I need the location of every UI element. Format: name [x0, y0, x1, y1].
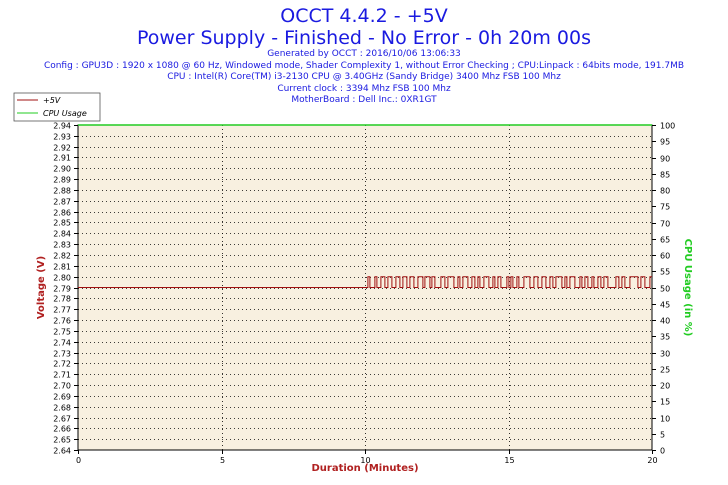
y-tick-label-left: 2.75	[53, 328, 71, 337]
y-tick-label-left: 2.85	[53, 219, 71, 228]
y-tick-label-right: 0	[660, 447, 665, 456]
clock-line: Current clock : 3394 Mhz FSB 100 Mhz	[277, 83, 451, 94]
x-tick-label: 15	[504, 456, 514, 465]
y-tick-label-left: 2.69	[53, 393, 71, 402]
y-tick-label-left: 2.77	[53, 306, 71, 315]
y-tick-label-right: 30	[660, 350, 670, 359]
y-tick-label-left: 2.83	[53, 241, 71, 250]
y-tick-label-right: 55	[660, 268, 670, 277]
y-tick-label-left: 2.71	[53, 371, 71, 380]
y-tick-label-right: 60	[660, 252, 670, 261]
y-axis-label-left: Voltage (V)	[36, 256, 47, 319]
y-tick-label-left: 2.79	[53, 285, 71, 294]
legend-box	[13, 92, 101, 122]
y-tick-label-left: 2.88	[53, 187, 71, 196]
y-tick-label-left: 2.78	[53, 295, 71, 304]
y-tick-label-left: 2.64	[53, 447, 71, 456]
y-tick-label-left: 2.90	[53, 165, 71, 174]
y-tick-label-right: 65	[660, 236, 670, 245]
y-tick-label-left: 2.84	[53, 230, 71, 239]
y-tick-label-left: 2.74	[53, 339, 71, 348]
cpu-line: CPU : Intel(R) Core(TM) i3-2130 CPU @ 3.…	[167, 72, 561, 82]
x-tick-label: 5	[220, 456, 225, 465]
y-axis-label-right: CPU Usage (in %)	[682, 239, 693, 337]
x-tick-label: 0	[76, 456, 81, 465]
chart-subtitle: Power Supply - Finished - No Error - 0h …	[136, 27, 592, 49]
y-tick-label-right: 70	[660, 220, 670, 229]
y-tick-label-left: 2.73	[53, 350, 71, 359]
y-tick-label-right: 50	[660, 285, 670, 294]
x-tick-label: 20	[647, 456, 657, 465]
y-tick-label-left: 2.94	[53, 122, 71, 131]
chart-title: OCCT 4.4.2 - +5V	[280, 5, 448, 27]
y-tick-label-left: 2.72	[53, 360, 71, 369]
chart-header: OCCT 4.4.2 - +5V Power Supply - Finished…	[0, 0, 728, 107]
y-tick-label-left: 2.65	[53, 436, 71, 445]
y-tick-label-right: 25	[660, 366, 670, 375]
y-tick-label-right: 75	[660, 203, 670, 212]
y-tick-label-right: 10	[660, 415, 670, 424]
y-tick-label-right: 40	[660, 317, 670, 326]
y-tick-label-right: 85	[660, 171, 670, 180]
y-tick-label-right: 90	[660, 155, 670, 164]
y-tick-label-left: 2.93	[53, 133, 71, 142]
y-tick-label-right: 35	[660, 333, 670, 342]
legend-label-cpu: CPU Usage	[43, 109, 87, 118]
series-5v	[78, 276, 652, 288]
legend: +5V CPU Usage	[13, 92, 101, 122]
y-tick-label-left: 2.80	[53, 274, 71, 283]
x-axis-label: Duration (Minutes)	[311, 463, 418, 474]
y-tick-label-right: 45	[660, 301, 670, 310]
y-tick-label-left: 2.91	[53, 154, 71, 163]
y-tick-label-left: 2.87	[53, 198, 71, 207]
y-tick-label-left: 2.81	[53, 263, 71, 272]
config-line: Config : GPU3D : 1920 x 1080 @ 60 Hz, Wi…	[43, 60, 685, 71]
series-5v-line	[78, 276, 652, 288]
y-tick-label-left: 2.67	[53, 415, 71, 424]
y-tick-label-right: 5	[660, 431, 665, 440]
y-tick-label-left: 2.70	[53, 382, 71, 391]
y-tick-label-left: 2.86	[53, 209, 71, 218]
y-tick-label-right: 20	[660, 382, 670, 391]
y-tick-label-left: 2.89	[53, 176, 71, 185]
motherboard-line: MotherBoard : Dell Inc.: 0XR1GT	[291, 95, 437, 105]
legend-label-5v: +5V	[43, 96, 61, 105]
x-tick-label: 10	[360, 456, 370, 465]
y-tick-label-right: 95	[660, 138, 670, 147]
y-tick-label-left: 2.66	[53, 425, 71, 434]
y-tick-label-left: 2.82	[53, 252, 71, 261]
y-tick-label-left: 2.76	[53, 317, 71, 326]
generated-line: Generated by OCCT : 2016/10/06 13:06:33	[267, 49, 461, 59]
y-tick-label-right: 15	[660, 398, 670, 407]
y-tick-label-left: 2.92	[53, 144, 71, 153]
y-tick-label-right: 100	[660, 122, 675, 131]
y-tick-label-left: 2.68	[53, 404, 71, 413]
y-tick-label-right: 80	[660, 187, 670, 196]
